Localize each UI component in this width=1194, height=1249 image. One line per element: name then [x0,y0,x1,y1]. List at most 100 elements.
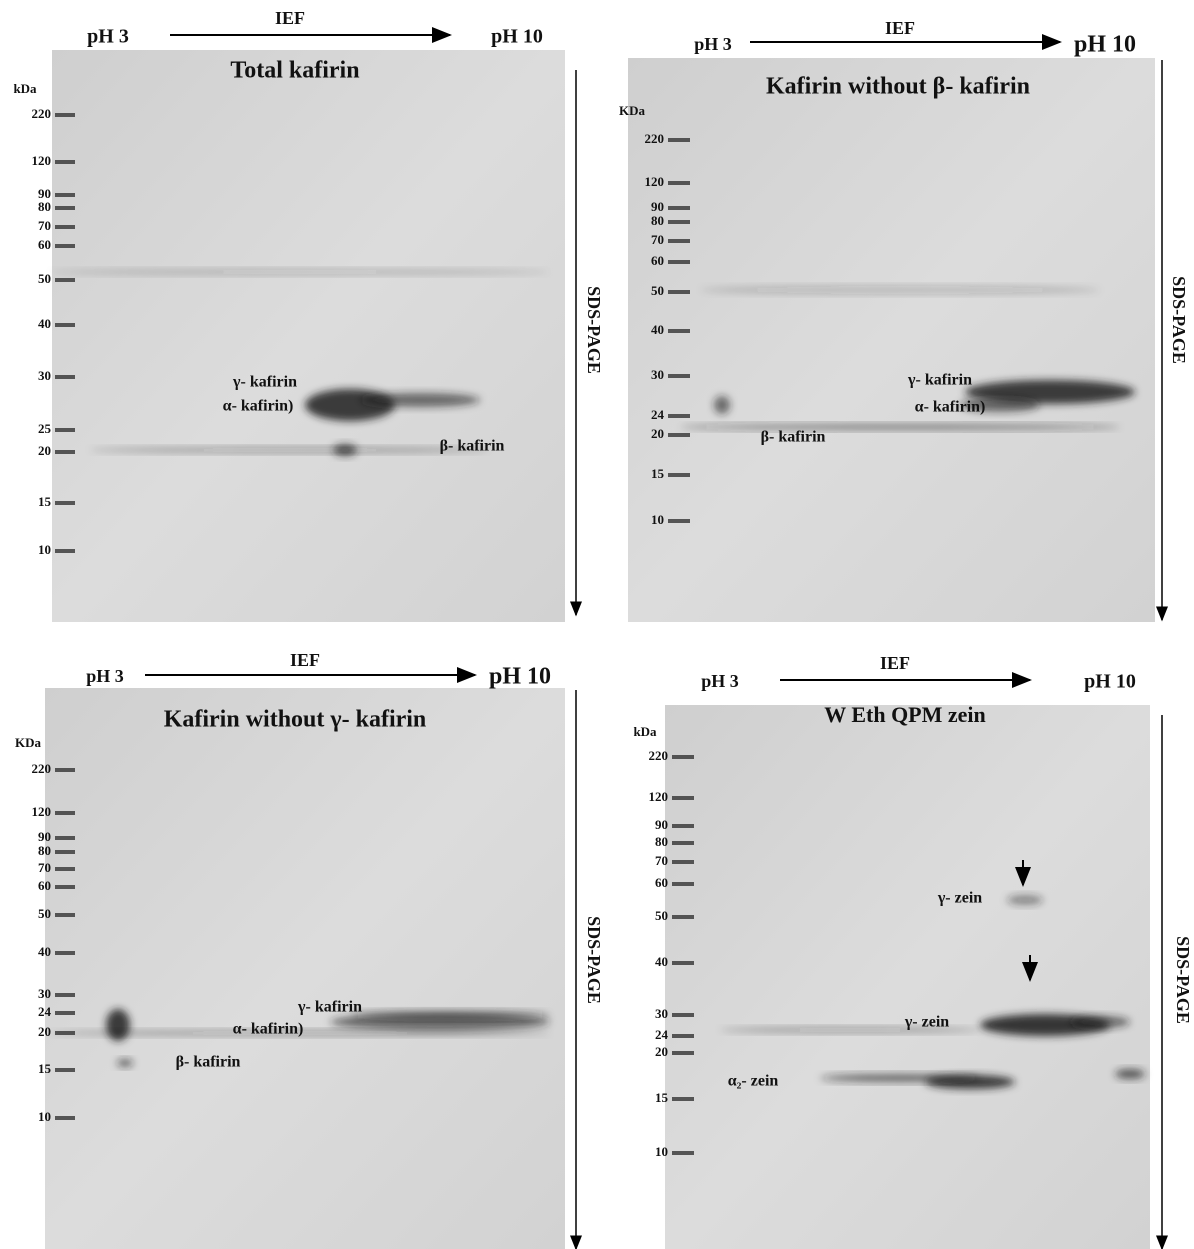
spot-label: γ- kafirin [297,999,362,1016]
marker-label: 25 [38,421,52,436]
ph-right: pH 10 [1084,671,1136,693]
marker-label: 30 [38,368,51,383]
spot-label: γ- kafirin [907,372,972,389]
marker-label: 60 [38,878,51,893]
marker-label: 15 [38,494,52,509]
marker-label: 10 [655,1144,668,1159]
protein-spot [700,286,1100,294]
spot-label: γ- zein [937,890,982,907]
marker-label: 15 [38,1061,52,1076]
marker-label: 60 [651,253,664,268]
marker-label: 220 [32,106,52,121]
spot-label: β- kafirin [440,438,505,455]
spot-label: α- kafirin) [223,398,294,415]
protein-spot [1115,1069,1145,1079]
ief-label: IEF [880,653,910,673]
marker-label: 120 [645,174,665,189]
ph-right: pH 10 [489,664,551,690]
protein-spot [360,393,480,407]
sds-page-label: SDS-PAGE [584,286,604,374]
sds-page-label: SDS-PAGE [1169,276,1189,364]
marker-label: 220 [645,131,665,146]
marker-label: 40 [38,316,51,331]
protein-spot [960,398,1040,412]
sds-page-label: SDS-PAGE [1173,936,1193,1024]
gel [665,705,1150,1249]
ief-label: IEF [290,650,320,670]
ph-left: pH 3 [701,671,739,691]
spot-label: α- kafirin) [915,399,986,416]
spot-label: α- kafirin) [233,1021,304,1038]
marker-label: 70 [655,853,668,868]
marker-label: 50 [655,908,668,923]
marker-label: 120 [32,804,52,819]
marker-label: 70 [651,232,664,247]
marker-label: 30 [38,986,51,1001]
marker-label: 24 [651,407,665,422]
marker-label: 20 [38,443,51,458]
marker-label: 40 [38,944,51,959]
marker-label: 40 [651,322,664,337]
marker-label: 60 [655,875,668,890]
marker-label: 24 [655,1027,669,1042]
protein-spot [820,1074,980,1082]
ph-right: pH 10 [1074,32,1136,58]
marker-label: 50 [651,283,664,298]
title: Kafirin without β- kafirin [766,74,1030,100]
marker-label: 80 [655,834,668,849]
marker-label: 15 [651,466,665,481]
protein-spot [106,1009,130,1041]
marker-label: 60 [38,237,51,252]
marker-label: 90 [38,186,51,201]
kda-label: kDa [633,724,657,739]
marker-label: 10 [38,542,51,557]
marker-label: 120 [649,789,669,804]
marker-label: 220 [32,761,52,776]
protein-spot [50,269,550,275]
protein-spot [1007,895,1043,905]
gel [628,58,1155,622]
title: Kafirin without γ- kafirin [164,707,427,733]
marker-label: 15 [655,1090,669,1105]
marker-label: 50 [38,906,51,921]
marker-label: 24 [38,1004,52,1019]
spot-label: β- kafirin [176,1054,241,1071]
marker-label: 80 [38,843,51,858]
protein-spot [1070,1016,1130,1028]
marker-label: 20 [651,426,664,441]
protein-spot [965,380,1135,404]
title: Total kafirin [230,58,359,84]
protein-spot [50,1030,550,1036]
protein-spot [90,447,490,453]
spot-label: β- kafirin [761,429,826,446]
marker-label: 40 [655,954,668,969]
marker-label: 20 [38,1024,51,1039]
ph-left: pH 3 [87,26,129,48]
marker-label: 220 [649,748,669,763]
marker-label: 90 [651,199,664,214]
spot-label: γ- zein [904,1014,949,1031]
marker-label: 70 [38,860,51,875]
ph-left: pH 3 [86,666,124,686]
marker-label: 30 [651,367,664,382]
ph-right: pH 10 [491,26,543,48]
protein-spot [680,424,1120,430]
protein-spot [714,396,730,414]
marker-label: 20 [655,1044,668,1059]
gel [52,50,565,622]
marker-label: 80 [651,213,664,228]
ief-label: IEF [275,8,305,28]
protein-spot [117,1059,133,1067]
kda-label: kDa [13,81,37,96]
kda-label: KDa [15,735,42,750]
protein-spot [720,1027,980,1033]
marker-label: 120 [32,153,52,168]
spot-label: α₂- zein [728,1073,779,1090]
protein-spot [350,1011,550,1019]
marker-label: 90 [38,829,51,844]
marker-label: 90 [655,817,668,832]
